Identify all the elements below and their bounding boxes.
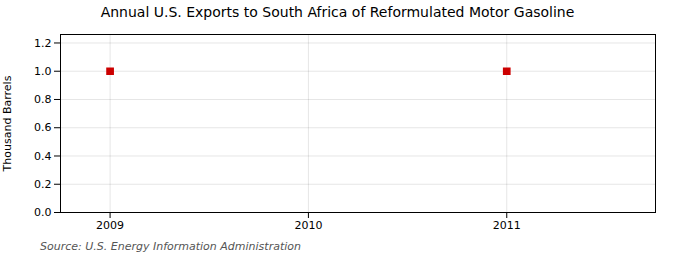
svg-text:Thousand Barrels: Thousand Barrels (1, 75, 14, 172)
svg-text:0.4: 0.4 (34, 150, 52, 163)
svg-text:0.0: 0.0 (34, 206, 52, 219)
svg-text:0.2: 0.2 (34, 178, 52, 191)
svg-text:0.8: 0.8 (34, 93, 52, 106)
svg-text:2011: 2011 (493, 219, 521, 232)
svg-text:2010: 2010 (294, 219, 322, 232)
html-text:Source: U.S. Energy Informatio: Source: U.S. Energy Information Administ… (40, 240, 301, 253)
svg-text:0.6: 0.6 (34, 121, 52, 134)
svg-text:1.0: 1.0 (34, 65, 52, 78)
html-text:Annual U.S. Exports to South A: Annual U.S. Exports to South Africa of R… (100, 4, 575, 20)
svg-text:1.2: 1.2 (34, 36, 52, 49)
svg-text:2009: 2009 (96, 219, 124, 232)
